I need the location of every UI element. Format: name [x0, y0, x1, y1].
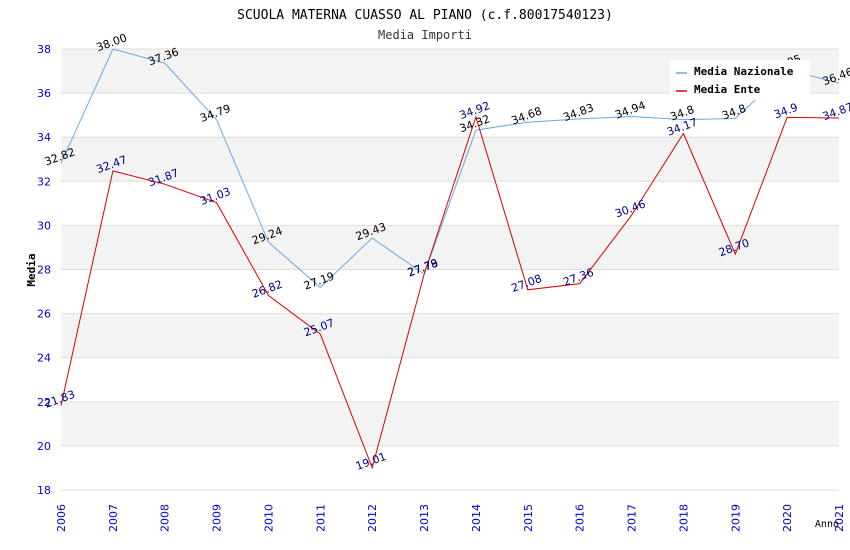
x-tick-label: 2017 — [626, 504, 639, 532]
x-tick-label: 2016 — [574, 504, 587, 532]
y-tick-label: 24 — [37, 352, 51, 365]
y-tick-label: 36 — [37, 87, 51, 100]
y-tick-label: 28 — [37, 264, 51, 277]
legend-box — [670, 60, 810, 100]
chart-subtitle: Media Importi — [378, 28, 472, 42]
grid-band — [61, 445, 839, 490]
y-tick-label: 38 — [37, 43, 51, 56]
legend-label-media-ente: Media Ente — [694, 83, 761, 96]
x-tick-label: 2015 — [522, 504, 535, 532]
x-tick-label: 2011 — [314, 504, 327, 532]
grid-band — [61, 401, 839, 446]
x-tick-label: 2021 — [833, 504, 846, 532]
x-tick-label: 2008 — [159, 504, 172, 532]
x-tick-label: 2006 — [55, 504, 68, 532]
x-axis-label: Anno — [815, 519, 839, 530]
grid-band — [61, 313, 839, 358]
legend-label-media-nazionale: Media Nazionale — [694, 65, 794, 78]
x-tick-label: 2013 — [418, 504, 431, 532]
chart-title: SCUOLA MATERNA CUASSO AL PIANO (c.f.8001… — [237, 8, 613, 23]
series-line-media-ente — [60, 115, 840, 470]
y-tick-label: 18 — [37, 484, 51, 497]
y-tick-label: 20 — [37, 440, 51, 453]
y-tick-label: 34 — [37, 131, 51, 144]
grid-band — [61, 269, 839, 314]
x-tick-label: 2020 — [781, 504, 794, 532]
x-tick-label: 2012 — [366, 504, 379, 532]
y-tick-label: 26 — [37, 308, 51, 321]
series-lines — [60, 48, 840, 470]
y-tick-label: 32 — [37, 175, 51, 188]
y-axis-ticks: 18 20 22 24 26 28 30 32 34 36 38 — [37, 43, 51, 497]
legend: Media Nazionale Media Ente — [670, 60, 810, 100]
grid-band — [61, 357, 839, 402]
y-tick-label: 30 — [37, 219, 51, 232]
y-tick-label: 22 — [37, 396, 51, 409]
x-axis-ticks: 2006 2007 2008 2009 2010 2011 2012 2013 2014 2015… — [55, 504, 846, 532]
grid-bands — [61, 49, 839, 490]
grid-band — [61, 93, 839, 138]
series-line-media-nazionale — [60, 48, 840, 289]
x-tick-label: 2009 — [211, 504, 224, 532]
grid-lines — [61, 48, 839, 491]
x-tick-label: 2018 — [677, 504, 690, 532]
y-axis-label: Media — [25, 253, 38, 286]
x-tick-label: 2007 — [107, 504, 120, 532]
x-tick-label: 2014 — [470, 504, 483, 532]
x-tick-label: 2010 — [262, 504, 275, 532]
grid-band — [61, 225, 839, 270]
grid-band — [61, 137, 839, 182]
x-tick-label: 2019 — [729, 504, 742, 532]
